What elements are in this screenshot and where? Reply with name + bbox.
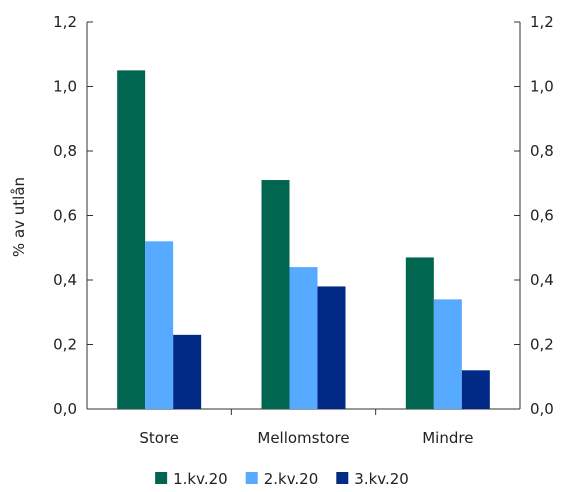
legend-label: 3.kv.20 xyxy=(354,470,409,488)
y-tick-label-left: 0,4 xyxy=(53,271,77,289)
bar-3-kv-20-mellomstore xyxy=(317,286,346,409)
legend-label: 1.kv.20 xyxy=(173,470,228,488)
bar-1-kv-20-mindre xyxy=(405,257,434,409)
y-tick-label-right: 0,6 xyxy=(530,207,554,225)
legend-swatch xyxy=(155,472,168,484)
y-tick-label-right: 0,4 xyxy=(530,271,554,289)
y-tick-label-left: 0,6 xyxy=(53,207,77,225)
bar-1-kv-20-mellomstore xyxy=(261,180,290,409)
bar-3-kv-20-mindre xyxy=(461,370,490,409)
legend-swatch xyxy=(336,472,349,484)
bar-1-kv-20-store xyxy=(117,70,146,409)
y-tick-label-left: 1,0 xyxy=(53,78,77,96)
x-category-label: Mindre xyxy=(422,429,473,447)
y-tick-label-right: 0,2 xyxy=(530,336,554,354)
x-category-label: Store xyxy=(139,429,179,447)
y-tick-label-right: 0,8 xyxy=(530,142,554,160)
bar-2-kv-20-mellomstore xyxy=(289,267,318,409)
y-axis-title: % av utlån xyxy=(10,177,28,257)
y-tick-label-right: 1,0 xyxy=(530,78,554,96)
bar-3-kv-20-store xyxy=(173,334,202,409)
bar-2-kv-20-mindre xyxy=(433,299,462,409)
y-tick-label-left: 0,0 xyxy=(53,400,77,418)
bar-2-kv-20-store xyxy=(145,241,174,409)
y-tick-label-right: 1,2 xyxy=(530,13,554,31)
y-tick-label-left: 1,2 xyxy=(53,13,77,31)
legend-label: 2.kv.20 xyxy=(264,470,319,488)
y-tick-label-left: 0,2 xyxy=(53,336,77,354)
x-category-label: Mellomstore xyxy=(257,429,349,447)
legend: 1.kv.20 2.kv.20 3.kv.20 xyxy=(155,470,409,488)
tick-labels: 0,0 0,0 0,2 0,2 0,4 0,4 0,6 0,6 0,8 0,8 1,0 1,0 1,2 1… xyxy=(53,13,554,447)
y-tick-label-left: 0,8 xyxy=(53,142,77,160)
y-tick-label-right: 0,0 xyxy=(530,400,554,418)
bars xyxy=(117,70,490,409)
legend-swatch xyxy=(245,472,258,484)
